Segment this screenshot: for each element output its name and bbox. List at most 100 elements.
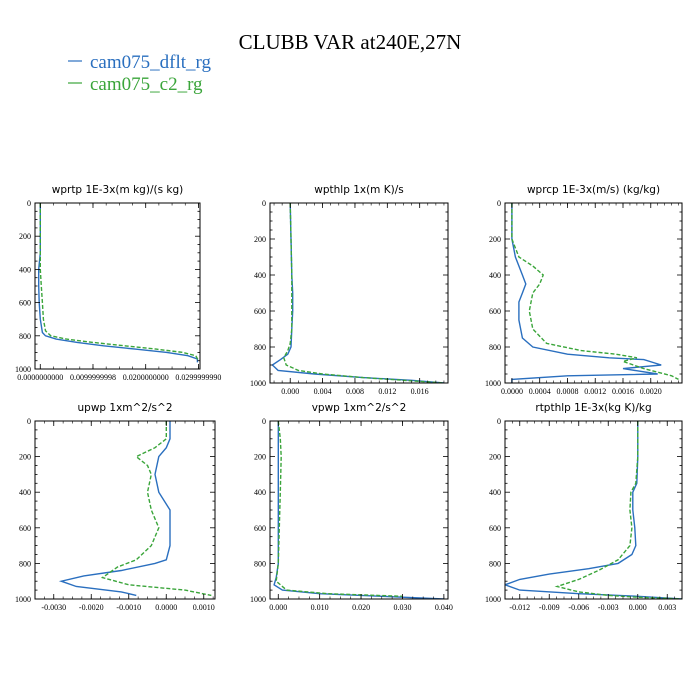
y-tick-label: 400 bbox=[254, 271, 266, 280]
y-tick-label: 1000 bbox=[15, 365, 31, 374]
x-tick-label: 0.030 bbox=[393, 603, 411, 612]
panel-2: wpthlp 1x(m K)/s 0 200 400 600 800 1000 0.000 0.… bbox=[250, 184, 449, 396]
series-line-cam075_c2_rg bbox=[275, 421, 403, 597]
series-line-cam075_dflt_rg bbox=[58, 421, 171, 597]
series-line-cam075_c2_rg bbox=[100, 421, 212, 597]
x-tick-label: 0.0099999998 bbox=[70, 373, 116, 382]
y-tick-label: 600 bbox=[19, 299, 31, 308]
x-tick-label: 0.000 bbox=[269, 603, 287, 612]
x-tick-label: -0.012 bbox=[509, 603, 530, 612]
x-tick-label: -0.0020 bbox=[79, 603, 104, 612]
y-tick-label: 1000 bbox=[15, 595, 31, 604]
plot-frame bbox=[269, 420, 449, 600]
x-tick-label: 0.008 bbox=[346, 387, 364, 396]
y-tick-label: 800 bbox=[254, 559, 266, 568]
x-tick-label: -0.0010 bbox=[116, 603, 141, 612]
x-tick-label: 0.010 bbox=[311, 603, 329, 612]
x-tick-label: 0.040 bbox=[435, 603, 453, 612]
y-tick-label: 600 bbox=[489, 524, 501, 533]
y-tick-label: 200 bbox=[254, 235, 266, 244]
series-line-cam075_c2_rg bbox=[554, 421, 682, 599]
x-tick-label: 0.0200000000 bbox=[123, 373, 169, 382]
plot-frame bbox=[34, 202, 201, 370]
x-tick-label: 0.0000 bbox=[155, 603, 177, 612]
plot-frame bbox=[504, 420, 683, 600]
x-tick-label: 0.0010 bbox=[193, 603, 215, 612]
series-line-cam075_dflt_rg bbox=[38, 203, 199, 363]
figure-title: CLUBB VAR at240E,27N bbox=[239, 30, 462, 54]
panel-title: rtpthlp 1E-3x(kg K)/kg bbox=[535, 402, 651, 414]
y-tick-label: 0 bbox=[262, 199, 266, 208]
y-tick-label: 800 bbox=[19, 332, 31, 341]
y-tick-label: 400 bbox=[489, 488, 501, 497]
x-tick-label: 0.020 bbox=[352, 603, 370, 612]
x-tick-label: -0.009 bbox=[539, 603, 560, 612]
y-tick-label: 1000 bbox=[250, 595, 266, 604]
x-tick-label: 0.000 bbox=[629, 603, 647, 612]
x-tick-label: -0.0030 bbox=[41, 603, 66, 612]
x-tick-label: 0.0008 bbox=[556, 387, 578, 396]
x-tick-label: 0.0004 bbox=[529, 387, 551, 396]
x-tick-label: 0.0012 bbox=[584, 387, 606, 396]
plot-frame bbox=[34, 420, 216, 600]
x-tick-label: 0.0000000000 bbox=[17, 373, 63, 382]
series-line-cam075_dflt_rg bbox=[273, 421, 444, 599]
panel-title: wprtp 1E-3x(m kg)/(s kg) bbox=[52, 184, 183, 196]
y-tick-label: 0 bbox=[262, 417, 266, 426]
y-tick-label: 600 bbox=[254, 524, 266, 533]
x-tick-label: 0.0016 bbox=[612, 387, 634, 396]
panel-3: wprcp 1E-3x(m/s) (kg/kg) 0 200 400 600 800 100… bbox=[485, 184, 683, 396]
x-tick-label: 0.004 bbox=[314, 387, 332, 396]
series-line-cam075_dflt_rg bbox=[511, 203, 662, 383]
y-tick-label: 1000 bbox=[485, 379, 501, 388]
y-tick-label: 800 bbox=[19, 559, 31, 568]
series-line-cam075_c2_rg bbox=[39, 203, 200, 362]
y-tick-label: 0 bbox=[27, 417, 31, 426]
legend-label-dflt: cam075_dflt_rg bbox=[90, 52, 212, 73]
panel-title: upwp 1xm^2/s^2 bbox=[78, 402, 173, 414]
y-tick-label: 0 bbox=[27, 199, 31, 208]
y-tick-label: 400 bbox=[254, 488, 266, 497]
panel-title: wpthlp 1x(m K)/s bbox=[314, 184, 404, 196]
panel-1: wprtp 1E-3x(m kg)/(s kg) 0 200 400 600 800 100… bbox=[15, 184, 221, 382]
x-tick-label: 0.000 bbox=[281, 387, 299, 396]
y-tick-label: 0 bbox=[497, 199, 501, 208]
legend-label-c2: cam075_c2_rg bbox=[90, 74, 203, 95]
y-tick-label: 800 bbox=[489, 559, 501, 568]
y-tick-label: 400 bbox=[489, 271, 501, 280]
y-tick-label: 400 bbox=[19, 488, 31, 497]
x-tick-label: 0.0000 bbox=[501, 387, 523, 396]
y-tick-label: 200 bbox=[19, 453, 31, 462]
x-tick-label: 0.003 bbox=[658, 603, 676, 612]
y-tick-label: 200 bbox=[489, 235, 501, 244]
panel-6: rtpthlp 1E-3x(kg K)/kg02004006008001000-… bbox=[485, 402, 683, 612]
series-line-cam075_c2_rg bbox=[511, 203, 679, 381]
y-tick-label: 600 bbox=[489, 307, 501, 316]
legend: cam075_dflt_rg cam075_c2_rg bbox=[68, 52, 212, 95]
y-tick-label: 200 bbox=[489, 453, 501, 462]
panel-4: upwp 1xm^2/s^2 0 200 400 600 800 1000 -0.0030 -0… bbox=[15, 402, 216, 612]
series-line-cam075_c2_rg bbox=[283, 203, 445, 383]
x-tick-label: 0.0299999990 bbox=[175, 373, 221, 382]
y-tick-label: 600 bbox=[19, 524, 31, 533]
plot-frame bbox=[269, 202, 449, 384]
x-tick-label: -0.006 bbox=[568, 603, 589, 612]
y-tick-label: 400 bbox=[19, 265, 31, 274]
y-tick-label: 1000 bbox=[485, 595, 501, 604]
y-tick-label: 800 bbox=[489, 343, 501, 352]
x-tick-label: 0.016 bbox=[411, 387, 429, 396]
x-tick-label: 0.012 bbox=[378, 387, 396, 396]
y-tick-label: 200 bbox=[254, 453, 266, 462]
y-tick-label: 1000 bbox=[250, 379, 266, 388]
x-tick-label: -0.003 bbox=[598, 603, 619, 612]
panel-title: vpwp 1xm^2/s^2 bbox=[312, 402, 407, 414]
series-line-cam075_dflt_rg bbox=[505, 421, 682, 599]
y-tick-label: 800 bbox=[254, 343, 266, 352]
x-tick-label: 0.0020 bbox=[640, 387, 662, 396]
panel-title: wprcp 1E-3x(m/s) (kg/kg) bbox=[527, 184, 660, 196]
series-line-cam075_dflt_rg bbox=[271, 203, 445, 383]
y-tick-label: 0 bbox=[497, 417, 501, 426]
y-tick-label: 200 bbox=[19, 232, 31, 241]
